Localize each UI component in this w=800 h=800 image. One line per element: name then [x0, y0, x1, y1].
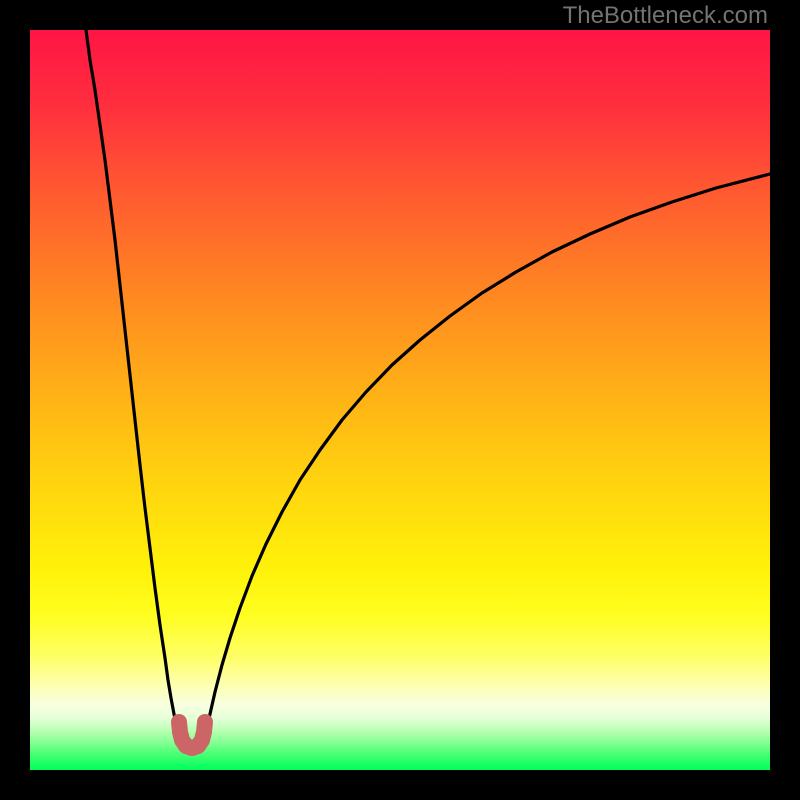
bottleneck-curve-right	[205, 174, 770, 735]
bottleneck-curve-left	[86, 30, 179, 735]
valley-u-marker	[179, 722, 205, 748]
plot-area	[30, 30, 770, 770]
curve-overlay	[30, 30, 770, 770]
watermark-text: TheBottleneck.com	[563, 2, 768, 30]
